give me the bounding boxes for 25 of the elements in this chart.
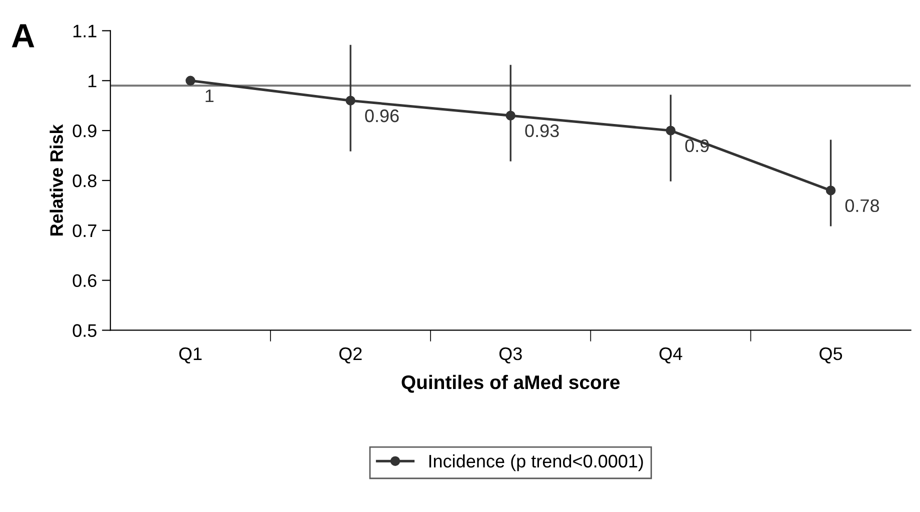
x-tick-label: Q5 xyxy=(820,347,842,364)
x-tick-label: Q3 xyxy=(499,347,522,364)
y-tick-label: 1.1 xyxy=(73,24,96,38)
x-tick-label: Q4 xyxy=(659,347,682,364)
point xyxy=(346,96,356,106)
data-label: 0.93 xyxy=(525,124,559,138)
point xyxy=(506,110,516,120)
data-label: 1 xyxy=(206,90,214,102)
chart-title: A xyxy=(12,24,34,48)
legend-label: Incidence (p trend<0.0001) xyxy=(429,454,643,472)
x-tick-label: Q1 xyxy=(179,347,202,364)
y-tick-label: 0.5 xyxy=(72,324,96,337)
x-axis-title: Quintiles of aMed score xyxy=(402,374,620,393)
y-tick-label: 1 xyxy=(88,74,96,88)
y-tick-label: 0.9 xyxy=(72,124,96,138)
point xyxy=(826,186,836,196)
data-label: 0.78 xyxy=(845,199,880,212)
y-axis-title: Relative Risk xyxy=(50,124,63,236)
y-tick-label: 0.8 xyxy=(72,174,96,188)
x-tick-label: Q2 xyxy=(339,347,362,364)
point xyxy=(666,126,676,136)
point xyxy=(186,76,196,86)
y-tick-label: 0.7 xyxy=(72,224,96,238)
data-label: 0.96 xyxy=(365,109,399,122)
y-tick-label: 0.6 xyxy=(72,274,96,288)
